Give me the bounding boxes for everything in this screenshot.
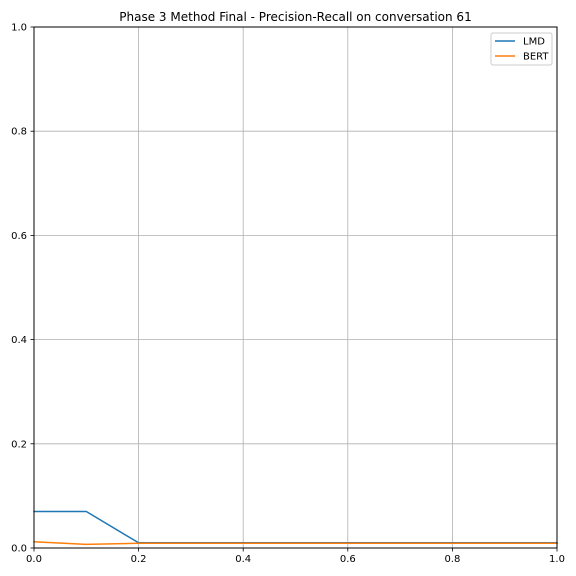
tick-layer: 0.0 0.2 0.4 0.6 0.8 1.0 0.0 0.2 0.4 0.6 0.8 1.0 (11, 23, 565, 566)
chart-title: Phase 3 Method Final - Precision-Recall … (119, 10, 471, 24)
series-layer (33, 510, 558, 546)
y-tick-label: 0.6 (11, 231, 27, 242)
series-line-bert (33, 540, 558, 546)
legend-label-bert: BERT (523, 52, 549, 63)
y-tick-label: 1.0 (11, 23, 27, 34)
x-tick-label: 0.2 (131, 554, 147, 565)
x-tick-label: 0.0 (26, 554, 42, 565)
plot-area-frame (33, 26, 558, 549)
legend-label-lmd: LMD (523, 37, 545, 48)
x-tick-label: 1.0 (549, 554, 565, 565)
x-tick-label: 0.4 (235, 554, 251, 565)
x-tick-label: 0.6 (340, 554, 356, 565)
y-tick-label: 0.2 (11, 439, 27, 450)
y-tick-label: 0.4 (11, 335, 27, 346)
x-tick-label: 0.8 (444, 554, 460, 565)
y-tick-label: 0.8 (11, 127, 27, 138)
legend: LMD BERT (490, 32, 553, 66)
y-tick-label: 0.0 (11, 544, 27, 555)
